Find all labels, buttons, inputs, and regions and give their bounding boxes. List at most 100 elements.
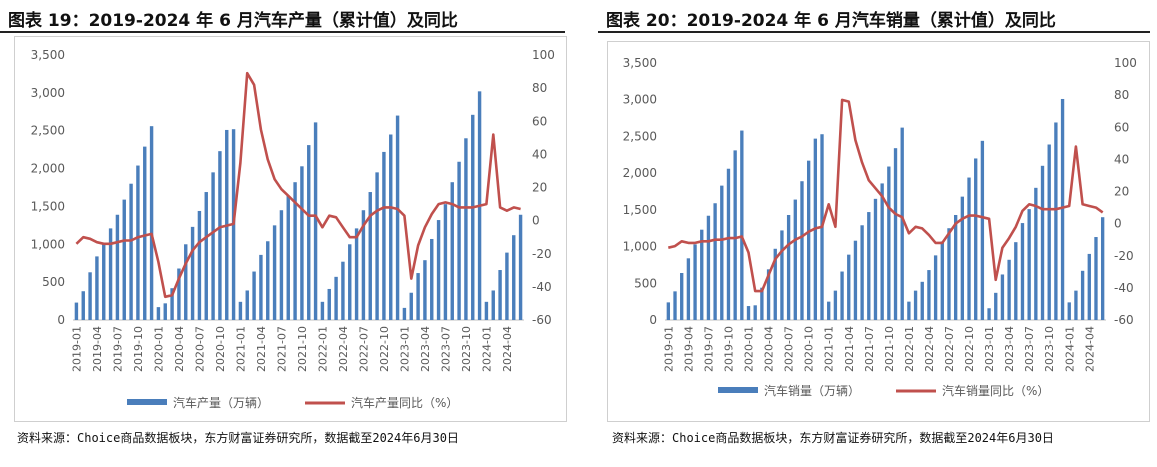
bar xyxy=(300,166,304,320)
bar xyxy=(980,140,985,320)
bar xyxy=(853,240,858,320)
bar xyxy=(673,291,677,320)
bar xyxy=(334,276,338,320)
bar xyxy=(375,172,379,320)
x-tick-label: 2021-10 xyxy=(883,326,896,372)
chart-frame: 0 500 1,000 1,500 2,000 2,500 3,000 3,500 -60 -40… xyxy=(14,36,567,422)
chart-frame: 0 500 1,000 1,500 2,000 2,500 3,000 3,500 -60 -40… xyxy=(607,41,1150,422)
bar xyxy=(927,270,931,320)
bar xyxy=(436,220,441,320)
left-axis-tick-label: 2,500 xyxy=(31,124,65,138)
bar xyxy=(686,258,691,320)
x-tick-label: 2023-04 xyxy=(1003,326,1016,372)
bar xyxy=(800,181,804,320)
bar xyxy=(354,228,359,320)
bar xyxy=(395,115,400,320)
bar xyxy=(967,177,971,320)
bar xyxy=(893,148,898,320)
bar xyxy=(402,307,407,320)
x-tick-label: 2022-04 xyxy=(923,326,936,372)
bar xyxy=(666,302,671,320)
bar xyxy=(163,303,167,320)
left-axis-tick-label: 0 xyxy=(57,313,65,327)
left-axis-tick-label: 3,500 xyxy=(623,56,657,70)
bar xyxy=(766,269,771,320)
left-axis-tick-label: 1,000 xyxy=(31,237,65,251)
figure-20: 图表 20：2019-2024 年 6 月汽车销量（累计值）及同比 0 500 1,… xyxy=(598,0,1157,467)
bar xyxy=(1020,223,1025,320)
bar xyxy=(740,130,744,320)
bar xyxy=(409,292,413,320)
bar xyxy=(947,228,951,320)
bar xyxy=(1014,242,1018,320)
bar xyxy=(933,255,938,320)
legend-line-label: 汽车产量同比（%） xyxy=(351,395,458,410)
x-tick-label: 2024-04 xyxy=(1083,326,1096,372)
right-axis-tick-label: 100 xyxy=(532,48,555,62)
bar xyxy=(987,308,991,320)
figure-title: 图表 19：2019-2024 年 6 月汽车产量（累计值）及同比 xyxy=(8,11,458,31)
x-tick-label: 2019-04 xyxy=(91,326,104,372)
x-tick-label: 2019-10 xyxy=(132,326,145,372)
x-tick-label: 2021-04 xyxy=(255,326,268,372)
left-axis-tick-label: 0 xyxy=(649,313,657,327)
bar xyxy=(505,252,509,320)
x-tick-label: 2022-10 xyxy=(378,326,391,372)
x-tick-label: 2023-04 xyxy=(419,326,432,372)
x-tick-label: 2024-01 xyxy=(480,326,493,372)
bar xyxy=(1067,302,1071,320)
left-axis-tick-label: 3,000 xyxy=(623,93,657,107)
x-tick-label: 2019-07 xyxy=(702,326,715,372)
x-tick-label: 2021-01 xyxy=(823,326,836,372)
left-axis-tick-label: 3,000 xyxy=(31,86,65,100)
bar xyxy=(286,195,290,320)
bar xyxy=(773,248,777,320)
legend-bar-swatch xyxy=(127,399,167,405)
source-note: 资料来源：Choice商品数据板块，东方财富证券研究所，数据截至2024年6月3… xyxy=(17,431,459,445)
bar xyxy=(867,212,871,320)
bar xyxy=(156,307,161,320)
title-rule xyxy=(0,31,565,33)
bar xyxy=(733,150,737,320)
bar xyxy=(518,214,523,320)
bar xyxy=(74,302,79,320)
right-axis-tick-label: 0 xyxy=(1114,217,1122,231)
left-axis-tick-label: 1,500 xyxy=(623,203,657,217)
bar xyxy=(491,290,495,320)
x-tick-label: 2020-04 xyxy=(173,326,186,372)
left-axis-tick-label: 2,000 xyxy=(31,162,65,176)
x-tick-label: 2020-07 xyxy=(783,326,796,372)
bar xyxy=(920,281,924,320)
bar xyxy=(994,292,998,320)
bar xyxy=(1007,259,1011,320)
bar xyxy=(1027,209,1031,320)
x-tick-label: 2024-04 xyxy=(501,326,514,372)
bar xyxy=(720,185,724,320)
bar xyxy=(279,210,284,320)
bar xyxy=(880,183,884,320)
bar xyxy=(293,182,297,320)
bar xyxy=(974,158,978,320)
right-axis-tick-label: 80 xyxy=(1114,88,1129,102)
left-axis-tick-label: 1,500 xyxy=(31,199,65,213)
bar xyxy=(746,306,751,320)
right-axis-tick-label: -60 xyxy=(532,313,552,327)
bar xyxy=(1100,217,1105,320)
bar xyxy=(197,210,202,320)
x-tick-label: 2020-10 xyxy=(214,326,227,372)
bar xyxy=(204,192,208,320)
legend-bar-label: 汽车产量（万辆） xyxy=(173,395,269,410)
right-axis-tick-label: -20 xyxy=(1114,249,1134,263)
legend-bar-label: 汽车销量（万辆） xyxy=(764,383,860,398)
x-tick-label: 2022-07 xyxy=(357,326,370,372)
bar xyxy=(700,229,704,320)
bar xyxy=(713,203,717,320)
bar xyxy=(313,122,318,320)
bar xyxy=(1074,290,1078,320)
bar xyxy=(786,214,791,320)
bar xyxy=(833,290,838,320)
bar xyxy=(693,244,697,320)
bar xyxy=(450,182,454,320)
bar xyxy=(940,241,944,320)
bar xyxy=(266,241,270,320)
